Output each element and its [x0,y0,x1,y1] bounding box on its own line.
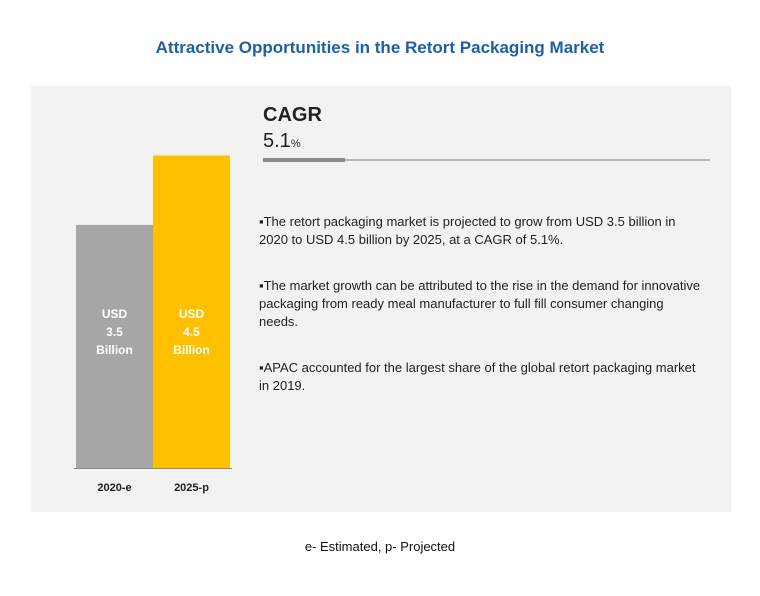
cagr-number: 5.1 [263,130,291,152]
bar-2020-e [76,224,153,468]
cagr-unit: % [290,138,301,150]
x-tick-label-2025-p: 2025-p [174,482,209,494]
key-point-2: ▪The market growth can be attributed to … [259,278,701,329]
cagr-value: 5.1% [263,130,301,153]
bar-label-2020-e-line-2: 3.5 [106,325,123,339]
chart-title: Attractive Opportunities in the Retort P… [155,38,605,57]
cagr-divider [263,159,710,161]
bar-label-2020-e-line-1: USD [102,307,128,321]
bar-label-2025-p-line-2: 4.5 [183,325,200,339]
bar-label-2025-p-line-1: USD [179,307,205,321]
footnote: e- Estimated, p- Projected [304,539,456,554]
bar-label-2025-p-line-3: Billion [173,343,210,357]
key-point-3: ▪APAC accounted for the largest share of… [259,360,696,393]
key-point-1: ▪The retort packaging market is projecte… [259,214,676,247]
cagr-label: CAGR [263,104,322,126]
x-tick-label-2020-e: 2020-e [97,482,131,494]
key-points: ▪The retort packaging market is projecte… [259,213,704,423]
bar-label-2020-e-line-3: Billion [96,343,133,357]
bar-2025-p [153,155,230,469]
cagr-divider-accent [263,158,345,162]
